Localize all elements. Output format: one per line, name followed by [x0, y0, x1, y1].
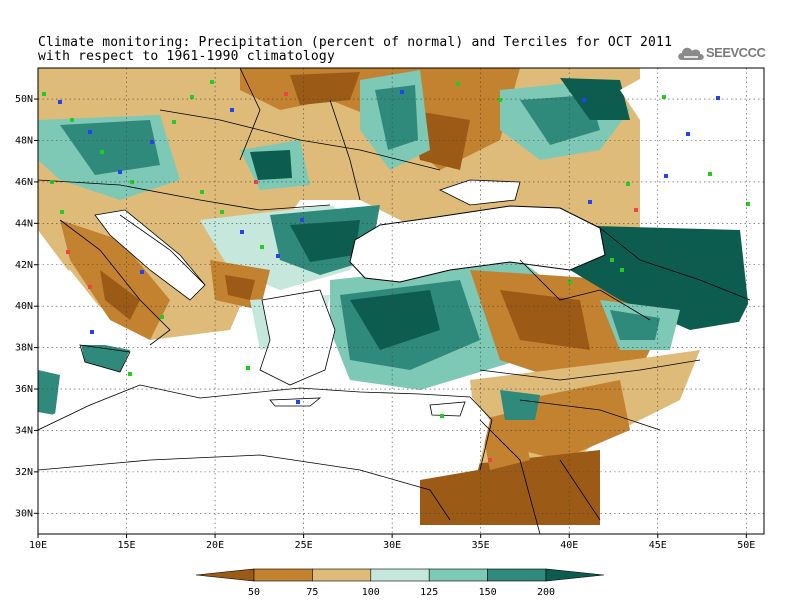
y-tick-label: 36N [15, 384, 33, 395]
precipitation-field [38, 68, 764, 534]
colorbar-label: 150 [479, 587, 497, 598]
seevccc-logo: SEEVCCC [676, 42, 768, 66]
cloud-icon [678, 47, 704, 60]
y-tick-label: 34N [15, 425, 33, 436]
x-tick-label: 15E [118, 540, 136, 551]
y-tick-label: 50N [15, 94, 33, 105]
map-gridlines [38, 68, 764, 534]
colorbar-label: 50 [248, 587, 260, 598]
logo-text: SEEVCCC [706, 45, 766, 60]
colorbar-segment [312, 568, 372, 582]
x-tick-label: 50E [737, 540, 755, 551]
title-line-2: with respect to 1961-1990 climatology [38, 49, 335, 64]
x-tick-label: 20E [206, 540, 224, 551]
y-tick-label: 42N [15, 260, 33, 271]
country-borders [38, 68, 751, 534]
x-tick-label: 10E [29, 540, 47, 551]
colorbar-low-arrow [195, 568, 255, 582]
y-tick-label: 32N [15, 467, 33, 478]
y-tick-label: 30N [15, 508, 33, 519]
colorbar-high-arrow [545, 568, 605, 582]
colorbar-segment [253, 568, 313, 582]
colorbar-label: 200 [537, 587, 555, 598]
x-tick-label: 40E [560, 540, 578, 551]
colorbar-segment [370, 568, 430, 582]
map-title: Climate monitoring: Precipitation (perce… [38, 36, 672, 64]
colorbar: 50 75 100 125 150 200 [195, 568, 605, 598]
y-tick-label: 44N [15, 218, 33, 229]
y-tick-labels: 30N 32N 34N 36N 38N 40N 42N 44N 46N 48N 50N [15, 94, 38, 519]
x-tick-label: 45E [649, 540, 667, 551]
title-line-1: Climate monitoring: Precipitation (perce… [38, 35, 673, 50]
y-tick-label: 48N [15, 135, 33, 146]
x-tick-label: 35E [472, 540, 490, 551]
y-tick-label: 46N [15, 177, 33, 188]
y-tick-label: 38N [15, 343, 33, 354]
x-tick-label: 30E [383, 540, 401, 551]
colorbar-label: 75 [306, 587, 318, 598]
colorbar-segment [487, 568, 547, 582]
x-tick-label: 25E [295, 540, 313, 551]
x-tick-labels: 10E 15E 20E 25E 30E 35E 40E 45E 50E [29, 534, 755, 551]
y-tick-label: 40N [15, 301, 33, 312]
colorbar-segment [428, 568, 488, 582]
colorbar-label: 125 [420, 587, 438, 598]
station-markers [42, 80, 750, 462]
colorbar-label: 100 [362, 587, 380, 598]
map-frame [37, 67, 765, 535]
